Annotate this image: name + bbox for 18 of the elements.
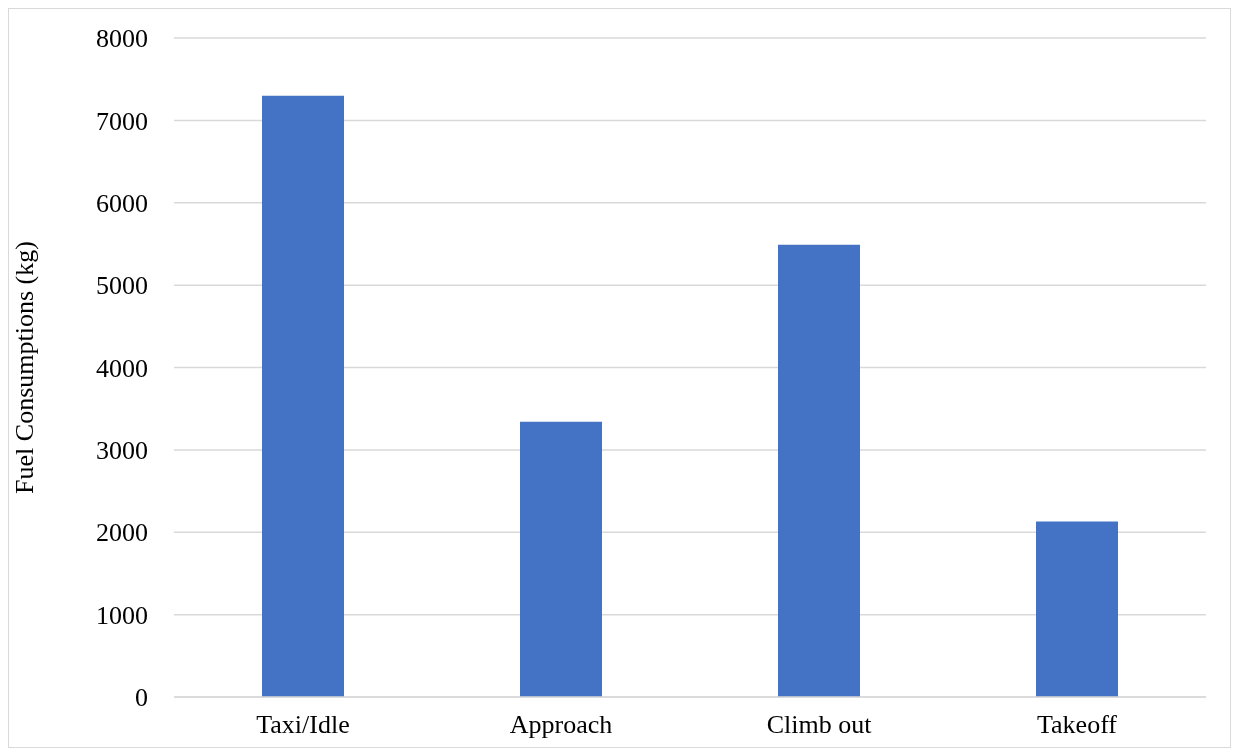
y-tick-label: 5000 bbox=[96, 271, 148, 301]
x-tick-label: Approach bbox=[509, 710, 613, 740]
y-tick-label: 3000 bbox=[96, 436, 148, 466]
y-tick-label: 4000 bbox=[96, 353, 148, 383]
y-tick-label: 8000 bbox=[96, 24, 148, 54]
y-tick-label: 2000 bbox=[96, 518, 148, 548]
bar bbox=[520, 421, 602, 697]
y-axis-title: Fuel Consumptions (kg) bbox=[10, 241, 40, 494]
x-tick-label: Climb out bbox=[766, 710, 873, 740]
y-tick-label: 0 bbox=[135, 683, 148, 713]
bar bbox=[778, 244, 860, 697]
y-tick-label: 1000 bbox=[96, 600, 148, 630]
y-tick-label: 6000 bbox=[96, 188, 148, 218]
y-tick-label: 7000 bbox=[96, 106, 148, 136]
x-tick-label: Taxi/Idle bbox=[256, 710, 350, 740]
bar bbox=[1036, 521, 1118, 697]
bar bbox=[262, 95, 344, 697]
x-tick-label: Takeoff bbox=[1037, 710, 1118, 740]
